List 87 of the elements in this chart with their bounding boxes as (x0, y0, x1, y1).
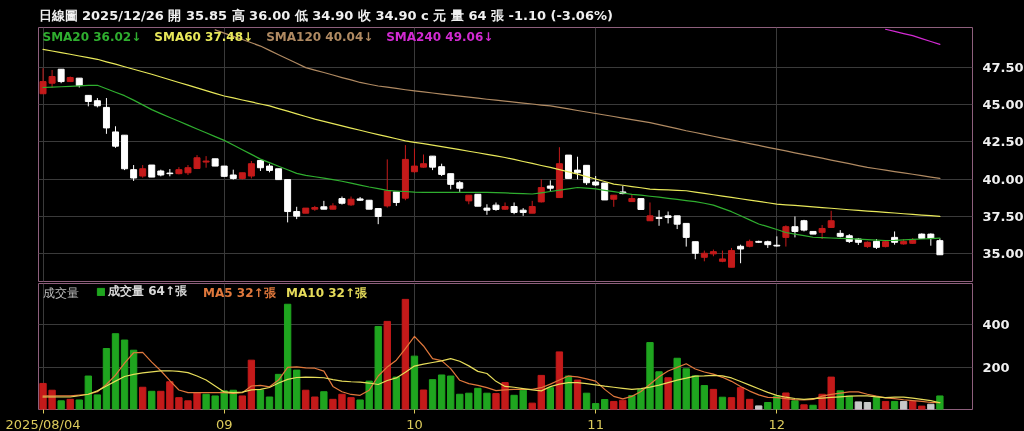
x-tick-label: 11 (587, 416, 604, 431)
bar (111, 333, 120, 410)
bar (700, 385, 709, 410)
bar (392, 376, 401, 410)
bar (66, 398, 74, 410)
x-tick-label: 2025/08/04 (5, 416, 81, 431)
bar (265, 396, 274, 410)
bar (410, 355, 419, 410)
bar (546, 387, 555, 410)
bar (664, 377, 672, 410)
y-tick-label: 35.00 (982, 245, 1024, 261)
bar (582, 392, 591, 410)
bar (800, 404, 808, 410)
bar (745, 398, 754, 410)
bar (320, 391, 328, 410)
bar (555, 351, 564, 410)
bar (437, 374, 446, 410)
bar (84, 375, 92, 410)
bar (238, 395, 246, 410)
bar (736, 387, 745, 410)
y-tick-label: 42.50 (982, 134, 1024, 150)
candlestick (773, 235, 781, 248)
candlestick (737, 244, 745, 264)
candlestick (682, 222, 690, 248)
bar (401, 298, 410, 410)
bar (890, 400, 899, 410)
candlestick (537, 178, 545, 203)
text: SMA20 36.02↓ (42, 29, 142, 44)
bar (718, 396, 727, 410)
y-tick-label: 400 (982, 317, 1010, 333)
line-series (884, 28, 941, 46)
bar (601, 399, 609, 410)
candlestick (102, 97, 110, 135)
candlestick (410, 148, 418, 174)
candlestick (166, 168, 174, 177)
bar (755, 405, 763, 410)
bar (727, 397, 736, 410)
candlestick (818, 224, 826, 240)
bar (57, 400, 65, 410)
bar (120, 339, 129, 410)
chart-title: 日線圖 2025/12/26 開 35.85 高 36.00 低 34.90 收 34.90 c 元 量 64 張 -1.10 (-3.06%) (38, 7, 613, 23)
bar (148, 390, 156, 410)
bar (256, 389, 265, 410)
bar (383, 320, 391, 410)
legend-label: 成交量 64↑張 (108, 283, 187, 300)
bar (899, 400, 908, 410)
bar (881, 400, 890, 410)
bar (809, 404, 817, 410)
bar (75, 399, 83, 410)
text: SMA240 49.06↓ (386, 29, 494, 44)
line-series (42, 48, 941, 218)
y-tick-label: 45.00 (982, 97, 1024, 113)
y-tick-label: 37.50 (982, 208, 1024, 224)
series-label: SMA120 40.04↓ (266, 29, 374, 44)
candlestick (728, 247, 736, 268)
bar (573, 379, 582, 410)
text: MA10 32↑張 (286, 285, 368, 300)
bar (139, 386, 147, 410)
y-tick-label: 40.00 (982, 171, 1024, 187)
candlestick (112, 125, 119, 149)
y-tick-label: 200 (982, 359, 1010, 375)
bar (293, 369, 301, 410)
candlestick (383, 158, 391, 209)
bar (709, 388, 718, 410)
chart-title: 成交量 (42, 285, 79, 300)
bar (419, 389, 428, 410)
bar (927, 403, 935, 410)
text: MA5 32↑張 (203, 285, 277, 300)
candlestick (320, 200, 328, 210)
x-tick-label: 12 (768, 416, 786, 431)
bar (591, 403, 600, 410)
x-tick-label: 09 (215, 416, 233, 431)
bar (936, 395, 944, 410)
x-tick-label: 10 (406, 416, 423, 431)
line-series (42, 358, 941, 404)
bar (93, 394, 102, 410)
candlestick (501, 201, 509, 211)
candlestick (646, 201, 654, 222)
y-tick-label: 47.50 (982, 60, 1024, 76)
bar (283, 303, 292, 410)
bar (872, 397, 881, 410)
bar (791, 400, 799, 410)
bar (863, 402, 872, 410)
bar (428, 379, 437, 410)
bar (854, 401, 863, 410)
bar (102, 348, 111, 410)
candlestick (574, 156, 582, 180)
